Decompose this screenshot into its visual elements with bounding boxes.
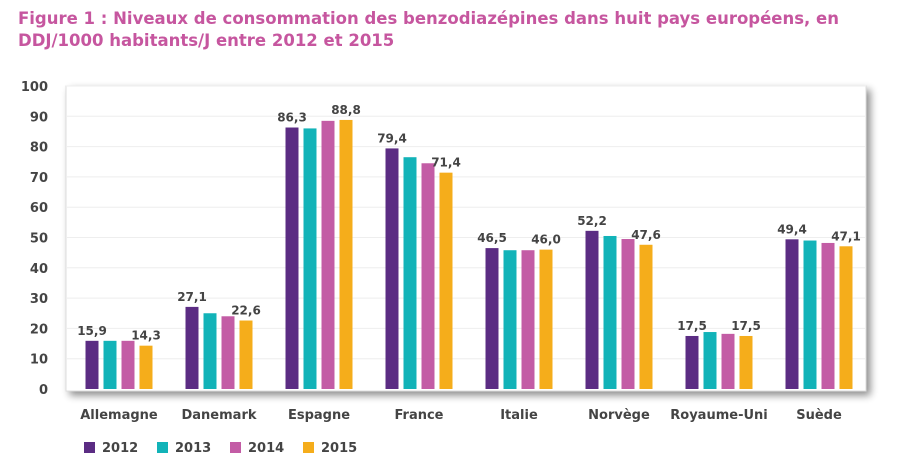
y-tick-label: 40 <box>30 262 48 277</box>
bar-2014-suède <box>821 242 835 389</box>
legend: 2012 2013 2014 2015 <box>84 441 357 456</box>
bar-2014-allemagne <box>121 340 135 389</box>
data-label: 79,4 <box>377 131 407 145</box>
y-tick-label: 10 <box>30 353 48 368</box>
x-tick-label: Espagne <box>288 408 350 423</box>
bar-2015-italie <box>539 249 553 389</box>
data-label: 15,9 <box>77 324 107 338</box>
y-tick-label: 20 <box>30 322 48 337</box>
bar-2013-italie <box>503 250 517 389</box>
bar-2012-danemark <box>185 306 199 389</box>
bar-2014-royaume-uni <box>721 333 735 389</box>
y-tick-label: 30 <box>30 292 48 307</box>
data-label: 46,5 <box>477 231 507 245</box>
bar-2014-danemark <box>221 316 235 389</box>
x-tick-label: Italie <box>500 408 538 423</box>
y-tick-label: 70 <box>30 171 48 186</box>
legend-label-2013: 2013 <box>175 441 211 456</box>
bar-2012-france <box>385 148 399 389</box>
bar-2015-suède <box>839 246 853 389</box>
bar-2014-france <box>421 163 435 389</box>
data-label: 47,6 <box>631 228 661 242</box>
bar-2015-espagne <box>339 119 353 389</box>
chart-title-line2: DDJ/1000 habitants/J entre 2012 et 2015 <box>18 31 395 50</box>
bar-2013-royaume-uni <box>703 332 717 389</box>
data-label: 86,3 <box>277 111 307 125</box>
bar-2012-italie <box>485 248 499 389</box>
bar-2014-espagne <box>321 120 335 389</box>
data-label: 52,2 <box>577 214 607 228</box>
bar-2015-royaume-uni <box>739 335 753 389</box>
y-tick-label: 80 <box>30 141 48 156</box>
y-tick-label: 90 <box>30 110 48 125</box>
bar-2013-france <box>403 157 417 389</box>
bar-2012-suède <box>785 239 799 389</box>
y-tick-label: 60 <box>30 201 48 216</box>
y-axis-tick-labels: 0 10 20 30 40 50 60 70 80 90 100 <box>21 80 48 398</box>
bar-2014-norvège <box>621 239 635 389</box>
x-tick-label: France <box>394 408 443 423</box>
y-tick-label: 50 <box>30 232 48 247</box>
y-tick-label: 0 <box>39 383 48 398</box>
bar-2012-royaume-uni <box>685 335 699 389</box>
data-label: 22,6 <box>231 304 261 318</box>
data-label: 17,5 <box>731 319 761 333</box>
bar-2012-espagne <box>285 127 299 390</box>
x-tick-label: Suède <box>796 408 842 423</box>
x-tick-label: Allemagne <box>80 408 158 423</box>
bar-2013-espagne <box>303 128 317 390</box>
bar-2015-allemagne <box>139 345 153 389</box>
bar-2013-norvège <box>603 235 617 389</box>
legend-swatch-2015 <box>303 442 314 453</box>
legend-swatch-2013 <box>157 442 168 453</box>
data-label: 49,4 <box>777 222 807 236</box>
data-label: 17,5 <box>677 319 707 333</box>
x-axis-tick-labels: Allemagne Danemark Espagne France Italie Norv… <box>80 408 842 423</box>
legend-label-2012: 2012 <box>102 441 138 456</box>
data-label: 71,4 <box>431 156 461 170</box>
bar-2015-norvège <box>639 244 653 389</box>
bar-2015-danemark <box>239 320 253 389</box>
chart-title-line1: Figure 1 : Niveaux de consommation des b… <box>18 9 839 28</box>
legend-label-2015: 2015 <box>321 441 357 456</box>
bar-2014-italie <box>521 250 535 389</box>
legend-swatch-2014 <box>230 442 241 453</box>
data-labels: 15,9 14,3 27,1 22,6 86,3 88,8 79,4 71,4 46,5 46,0… <box>77 103 861 343</box>
chart-title: Figure 1 : Niveaux de consommation des b… <box>18 8 898 52</box>
bar-2013-suède <box>803 240 817 389</box>
y-tick-label: 100 <box>21 80 48 95</box>
data-label: 47,1 <box>831 229 861 243</box>
bar-2013-danemark <box>203 313 217 389</box>
bar-2012-allemagne <box>85 340 99 389</box>
bar-2015-france <box>439 172 453 389</box>
data-label: 46,0 <box>531 233 561 247</box>
gridlines <box>66 85 866 360</box>
data-label: 14,3 <box>131 329 161 343</box>
data-label: 88,8 <box>331 103 361 117</box>
data-label: 27,1 <box>177 290 207 304</box>
bar-series <box>85 119 853 390</box>
bar-2013-allemagne <box>103 340 117 389</box>
legend-label-2014: 2014 <box>248 441 284 456</box>
bar-2012-norvège <box>585 230 599 389</box>
x-tick-label: Danemark <box>181 408 256 423</box>
x-tick-label: Royaume-Uni <box>670 408 767 423</box>
legend-swatch-2012 <box>84 442 95 453</box>
x-tick-label: Norvège <box>588 408 650 423</box>
